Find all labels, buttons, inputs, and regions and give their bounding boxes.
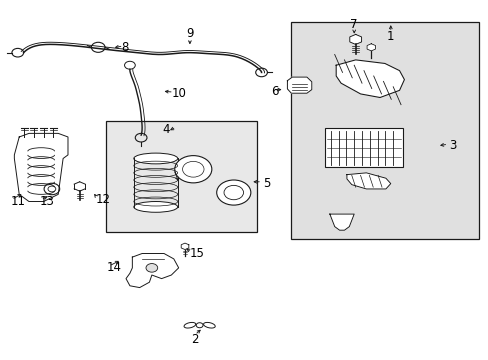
Polygon shape	[329, 214, 353, 230]
Polygon shape	[349, 35, 361, 44]
Text: 11: 11	[10, 195, 25, 208]
Bar	[105, 121, 256, 232]
Polygon shape	[14, 134, 68, 202]
Text: 4: 4	[163, 123, 170, 136]
Ellipse shape	[134, 153, 177, 164]
Text: 12: 12	[96, 193, 111, 206]
Text: 1: 1	[386, 30, 394, 43]
Text: 9: 9	[186, 27, 193, 40]
Bar	[325, 128, 402, 167]
Text: 7: 7	[350, 18, 357, 31]
Polygon shape	[335, 60, 404, 98]
Ellipse shape	[183, 323, 195, 328]
Circle shape	[216, 180, 250, 205]
Text: 8: 8	[122, 41, 129, 54]
Polygon shape	[126, 253, 178, 288]
Text: 14: 14	[107, 261, 122, 274]
Text: 2: 2	[191, 333, 198, 346]
Polygon shape	[346, 173, 390, 189]
Circle shape	[146, 264, 158, 272]
Ellipse shape	[203, 323, 215, 328]
Circle shape	[174, 156, 211, 183]
Text: 5: 5	[263, 177, 270, 190]
Bar	[290, 22, 478, 239]
Text: 3: 3	[448, 139, 456, 152]
Text: 13: 13	[40, 195, 55, 208]
Polygon shape	[181, 243, 188, 249]
Text: 6: 6	[271, 85, 278, 98]
Circle shape	[196, 323, 203, 328]
Polygon shape	[287, 77, 311, 93]
Text: 15: 15	[189, 247, 204, 260]
Polygon shape	[366, 44, 375, 51]
Text: 10: 10	[171, 87, 186, 100]
Ellipse shape	[134, 202, 177, 212]
